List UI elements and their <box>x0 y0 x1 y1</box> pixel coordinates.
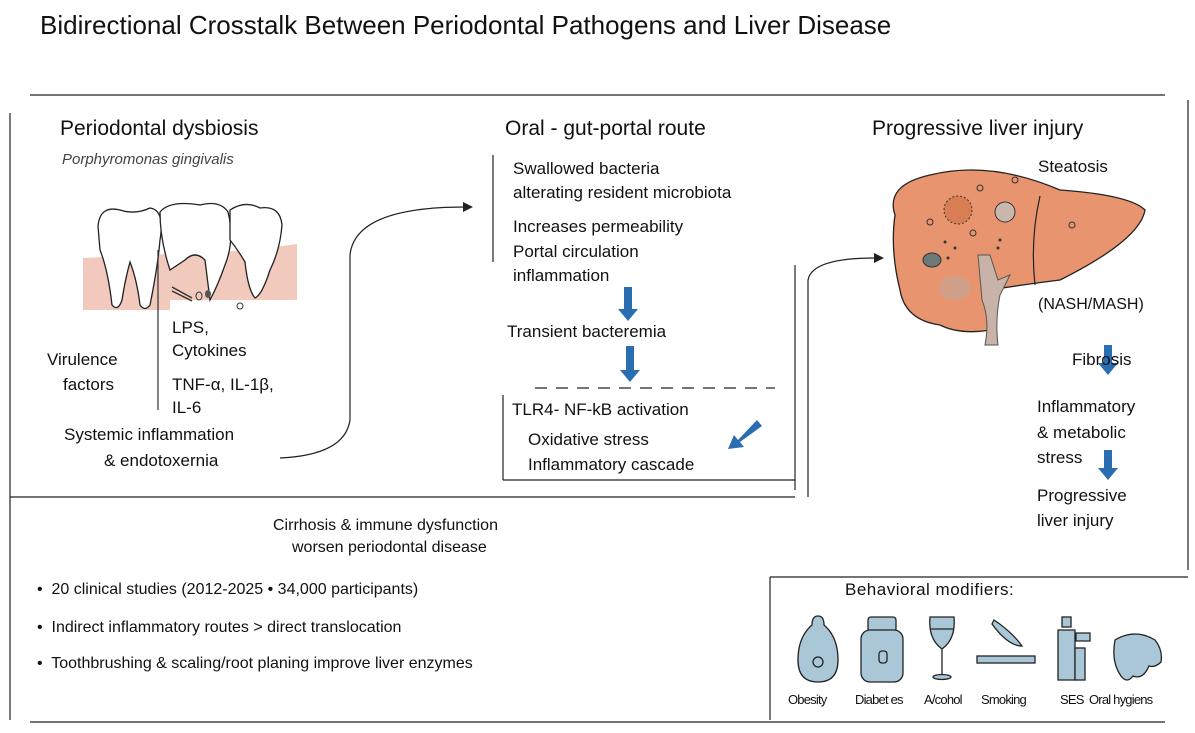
down-arrow-icon <box>618 287 638 321</box>
portal-label-2: inflammation <box>513 266 610 285</box>
tlr4-label: TLR4- NF-kB activation <box>512 400 689 419</box>
down-arrow-icon <box>620 346 640 382</box>
bullet-studies: • 20 clinical studies (2012-2025 • 34,00… <box>37 581 419 598</box>
section-heading-oral-gut: Oral - gut-portal route <box>505 117 706 140</box>
teeth-illustration <box>83 202 297 410</box>
injury-label-2: liver injury <box>1037 511 1114 530</box>
steatosis-label: Steatosis <box>1038 157 1108 176</box>
swallowed-label-1: Swallowed bacteria <box>513 159 660 178</box>
modifier-label-ses: SES <box>1060 692 1084 707</box>
cytokines-label: Cytokines <box>172 341 247 360</box>
permeability-label: Increases permeability <box>513 217 684 236</box>
connector-arrow-2 <box>807 257 876 497</box>
injury-label-1: Progressive <box>1037 486 1127 505</box>
section-heading-periodontal: Periodontal dysbiosis <box>60 117 259 140</box>
connector-arrow-1 <box>279 206 466 459</box>
swallowed-label-2: alterating resident microbiota <box>513 183 732 202</box>
modifier-label-smoking: Smoking <box>981 692 1027 707</box>
modifier-label-diabetes: Diabet es <box>855 692 904 707</box>
modifier-label-obesity: Obesity <box>788 692 827 707</box>
stress-label-3: stress <box>1037 448 1083 467</box>
stress-label-1: Inflammatory <box>1037 397 1136 416</box>
systemic-label-2: & endotoxernia <box>104 451 219 470</box>
lps-label: LPS, <box>172 318 209 337</box>
il6-label: IL-6 <box>172 398 202 417</box>
section-heading-liver: Progressive liver injury <box>872 117 1084 140</box>
modifier-label-alcohol: A/cohol <box>924 692 963 707</box>
fibrosis-label: Fibrosis <box>1072 350 1132 369</box>
modifier-label-oral-hygiene: Oral hygiens <box>1089 692 1153 707</box>
portal-label-1: Portal circulation <box>513 242 639 261</box>
alcohol-icon <box>929 616 955 681</box>
cirrhosis-label-2: worsen periodontal disease <box>292 539 487 556</box>
modifiers-heading: Behavioral modifiers: <box>845 580 1015 599</box>
nash-label: (NASH/MASH) <box>1038 296 1144 313</box>
down-arrow-icon <box>1098 450 1118 480</box>
virulence-label-2: factors <box>63 375 115 394</box>
bullet-toothbrushing: • Toothbrushing & scaling/root planing i… <box>37 655 473 672</box>
liver-illustration <box>892 169 1146 346</box>
bullet-routes: • Indirect inflammatory routes > direct … <box>37 619 402 636</box>
oxidative-label: Oxidative stress <box>528 430 649 449</box>
stress-label-2: & metabolic <box>1037 423 1126 442</box>
systemic-label-1: Systemic inflammation <box>64 425 235 444</box>
pathogen-name: Porphyromonas gingivalis <box>62 151 234 168</box>
obesity-icon <box>797 615 839 683</box>
diagonal-arrow-icon <box>728 420 762 449</box>
smoking-icon <box>976 619 1036 664</box>
tnf-label: TNF-α, IL-1β, <box>172 375 274 394</box>
oral-hygiene-icon <box>1113 633 1163 681</box>
diabetes-icon <box>860 616 904 683</box>
virulence-label-1: Virulence <box>47 350 118 369</box>
down-arrow-icon <box>1098 345 1118 375</box>
cirrhosis-label-1: Cirrhosis & immune dysfunction <box>273 517 498 534</box>
page-title: Bidirectional Crosstalk Between Periodon… <box>40 10 892 40</box>
bacteremia-label: Transient bacteremia <box>507 322 667 341</box>
modifier-icons <box>797 615 1163 683</box>
ses-icon <box>1057 616 1091 681</box>
flow-arrows <box>618 287 1118 480</box>
cascade-label: Inflammatory cascade <box>528 455 695 474</box>
